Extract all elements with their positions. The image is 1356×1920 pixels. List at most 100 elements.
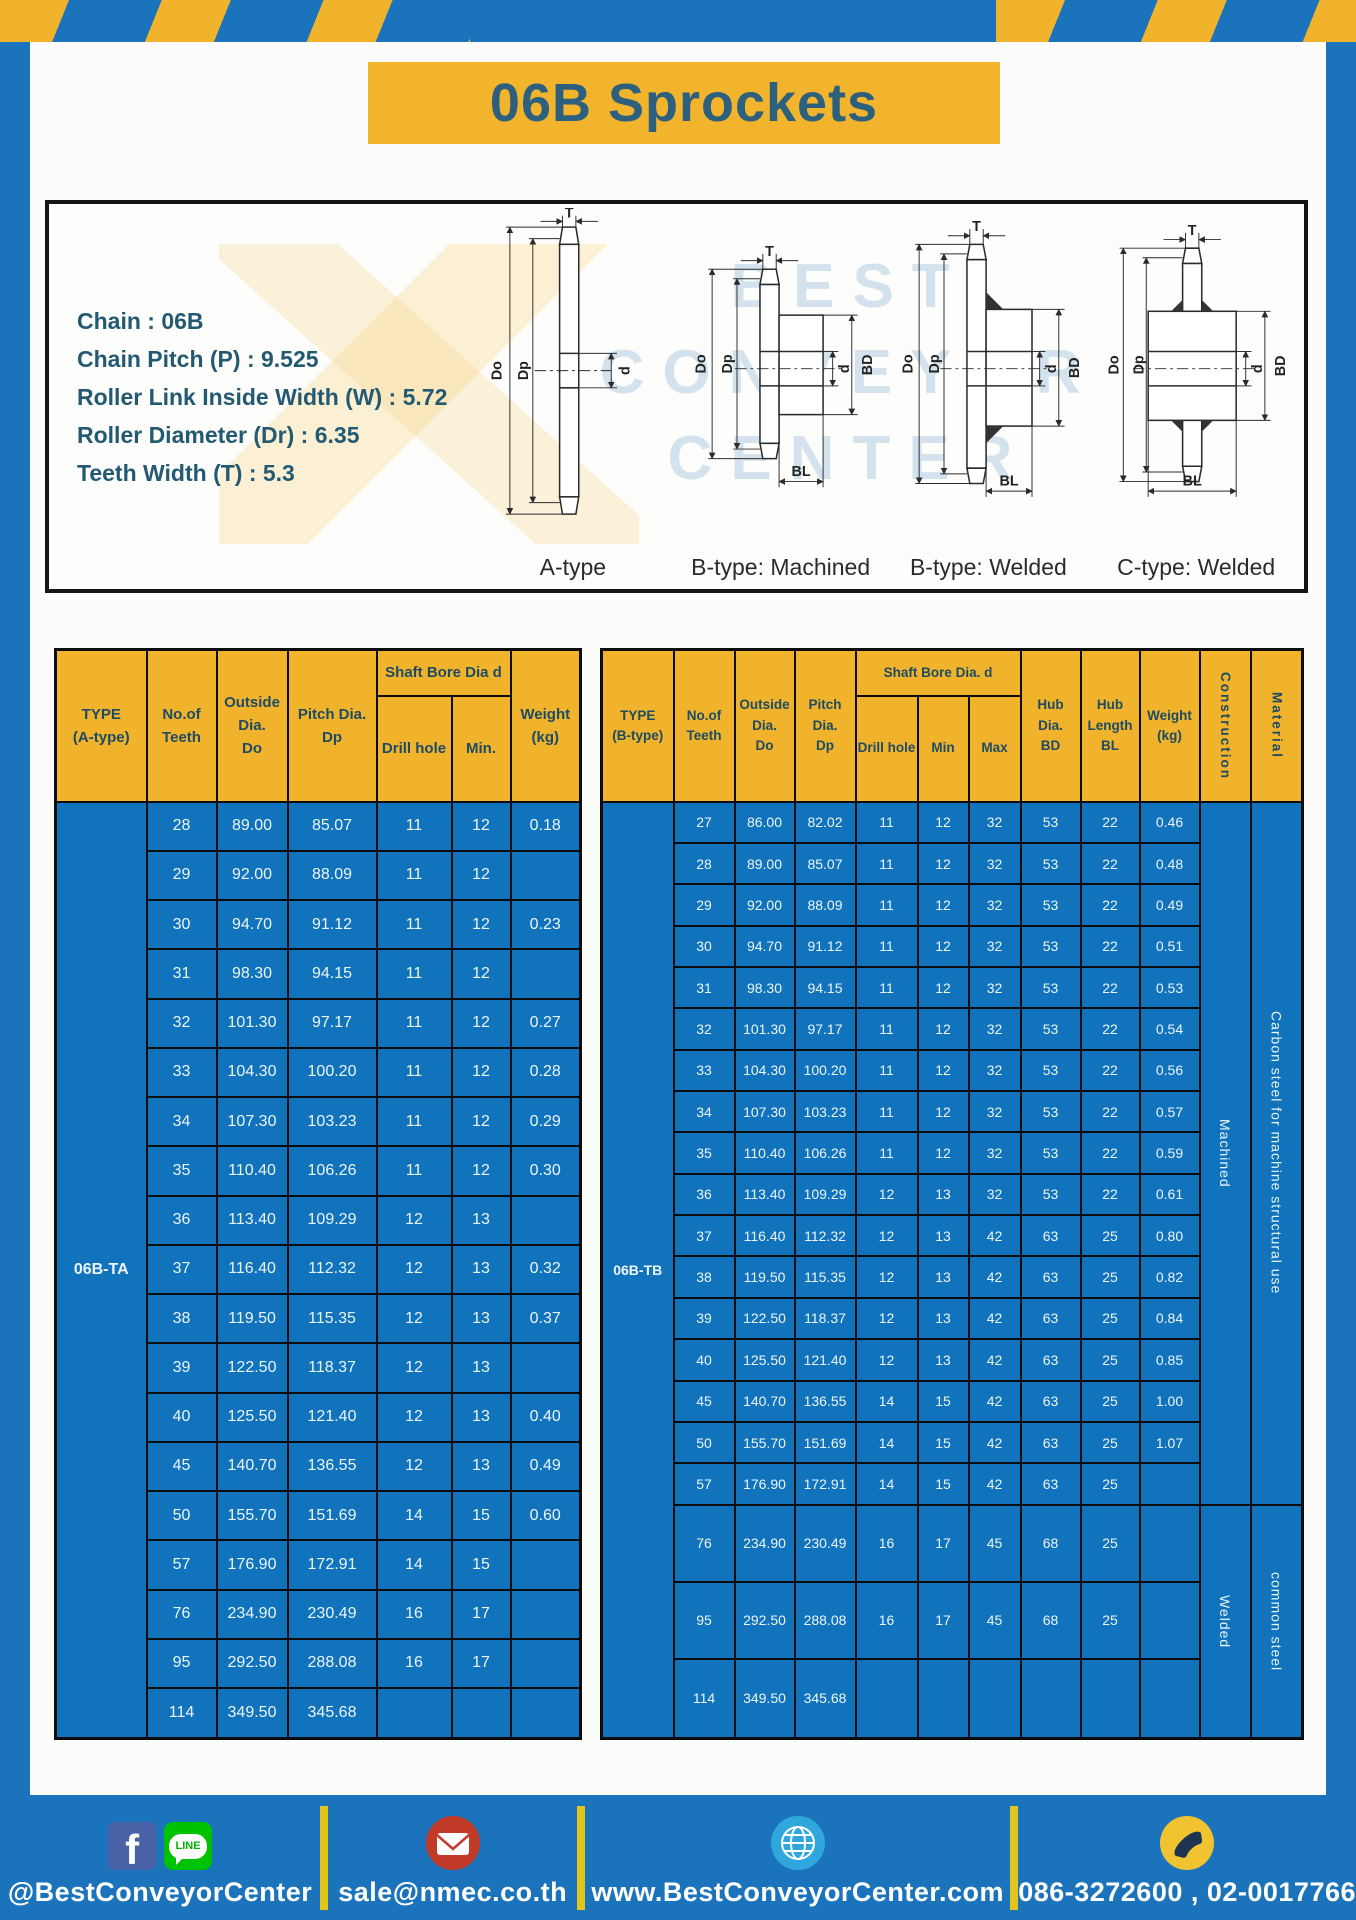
table-cell: 0.27	[509, 997, 582, 1049]
table-cell: 89.00	[733, 841, 796, 886]
col-header-hub-dia: Hub Dia. BD	[1019, 648, 1082, 803]
col-header-pitch-dia: Pitch Dia. Dp	[286, 648, 378, 803]
table-row: 32 101.30 97.17 11 12 32 53 22 0.54	[602, 1007, 1303, 1051]
footer-phone-section: 086-3272600 , 02-0017766	[1018, 1795, 1356, 1920]
table-row: 35 110.40 106.26 11 12 32 53 22 0.59	[602, 1131, 1303, 1175]
table-cell: 125.50	[733, 1338, 796, 1382]
table-cell: 230.49	[793, 1503, 857, 1583]
table-cell	[375, 1687, 453, 1740]
b-type-welded-figure: T Do Dp d BD BL B-type: Welded	[885, 208, 1093, 587]
table-cell: 107.30	[733, 1090, 796, 1134]
table-cell: 33	[672, 1048, 736, 1093]
phone-numbers: 086-3272600 , 02-0017766	[1018, 1877, 1356, 1907]
table-cell	[1079, 1657, 1141, 1740]
table-cell: 12	[854, 1338, 919, 1382]
table-row: 76 234.90 230.49 16 17 45 68 25 Welded common ste…	[602, 1503, 1304, 1740]
col-header-type: TYPE (B-type)	[600, 648, 675, 803]
table-cell: 42	[967, 1462, 1022, 1506]
table-cell	[509, 849, 582, 902]
table-cell: 22	[1079, 883, 1141, 927]
sprocket-diagrams: T Do Dp d A-type	[469, 208, 1300, 587]
table-cell: 17	[450, 1637, 512, 1690]
table-cell: 16	[375, 1637, 453, 1690]
email-address: sale@nmec.co.th	[338, 1877, 568, 1907]
table-cell: 13	[450, 1391, 512, 1443]
hazard-stripes-right	[996, 0, 1356, 42]
table-cell: 85.07	[286, 800, 378, 852]
table-row: 50 155.70 151.69 14 15 42 63 25 1.07	[602, 1420, 1303, 1465]
c-type-welded-label: C-type: Welded	[1117, 554, 1276, 580]
table-cell: 12	[916, 841, 970, 886]
table-cell: 13	[450, 1292, 512, 1345]
table-cell: 45	[967, 1580, 1022, 1660]
table-cell: 13	[916, 1338, 970, 1382]
table-cell: 89.00	[215, 800, 289, 852]
table-row: 30 94.70 91.12 11 12 32 53 22 0.51	[602, 924, 1303, 968]
dim-BD: BD	[859, 355, 875, 376]
table-row: 114 349.50 345.68	[56, 1687, 582, 1740]
table-cell: 12	[916, 1048, 970, 1093]
table-cell: 12	[450, 948, 512, 1000]
table-cell: 0.28	[509, 1046, 582, 1099]
table-cell: 22	[1079, 800, 1141, 844]
globe-icon	[770, 1816, 825, 1870]
contact-footer: f LINE @BestConveyorCenter sale@nmec.co.…	[0, 1795, 1356, 1920]
table-cell: 0.85	[1138, 1338, 1201, 1382]
table-cell: 11	[854, 1007, 919, 1051]
website-url: www.BestConveyorCenter.com	[591, 1877, 1004, 1907]
table-cell: 349.50	[215, 1687, 289, 1740]
table-cell: 37	[145, 1243, 218, 1296]
table-cell	[509, 1194, 582, 1246]
table-cell	[509, 1539, 582, 1591]
table-cell	[1138, 1462, 1201, 1506]
table-cell: 36	[672, 1172, 736, 1217]
table-row: 34 107.30 103.23 11 12 32 53 22 0.57	[602, 1090, 1303, 1134]
table-cell	[1138, 1657, 1201, 1740]
table-cell: 25	[1079, 1214, 1141, 1258]
table-cell: 176.90	[733, 1462, 796, 1506]
b-type-machined-diagram: T Do Dp d BD BL	[693, 244, 875, 488]
table-cell: 12	[450, 1145, 512, 1197]
table-cell: 68	[1019, 1580, 1082, 1660]
table-cell: 292.50	[733, 1580, 796, 1660]
table-cell: 125.50	[215, 1391, 289, 1443]
table-cell: 53	[1019, 1131, 1082, 1175]
table-cell: 11	[375, 1145, 453, 1197]
table-cell	[509, 1637, 582, 1690]
table-cell: 107.30	[215, 1095, 289, 1148]
table-cell: 94.70	[215, 898, 289, 951]
chain-specs: Chain : 06B Chain Pitch (P) : 9.525 Roll…	[77, 302, 447, 492]
table-cell: 17	[916, 1503, 970, 1583]
table-cell: 349.50	[733, 1657, 796, 1740]
table-cell: 0.18	[509, 800, 582, 852]
table-cell: 11	[375, 1095, 453, 1148]
table-cell: 0.80	[1138, 1214, 1201, 1258]
table-cell: 42	[967, 1214, 1022, 1258]
table-cell: 82.02	[793, 800, 857, 844]
table-cell: 98.30	[215, 948, 289, 1000]
table-cell: 31	[145, 948, 218, 1000]
table-cell: 118.37	[793, 1296, 857, 1341]
table-cell: 0.40	[509, 1391, 582, 1443]
table-cell: 288.08	[793, 1580, 857, 1660]
table-cell: 13	[450, 1342, 512, 1394]
table-cell	[509, 948, 582, 1000]
table-cell: 91.12	[793, 924, 857, 968]
line-icon: LINE	[164, 1822, 213, 1870]
col-header-min: Min	[916, 694, 970, 803]
table-row: 36 113.40 109.29 12 13 32 53 22 0.61	[602, 1172, 1303, 1217]
top-border	[0, 0, 1356, 42]
dim-T: T	[1188, 223, 1197, 239]
col-header-material: Material	[1249, 648, 1304, 803]
a-type-diagram: T Do Dp d	[489, 208, 633, 515]
col-header-min: Min.	[450, 694, 512, 803]
table-cell: 119.50	[215, 1292, 289, 1345]
social-handle: @BestConveyorCenter	[7, 1877, 313, 1907]
table-cell: 27	[672, 800, 736, 844]
facebook-icon: f	[108, 1822, 157, 1870]
dim-BL: BL	[1000, 473, 1019, 489]
spec-teeth-width: Teeth Width (T) : 5.3	[77, 460, 295, 486]
spec-roller-diameter: Roller Diameter (Dr) : 6.35	[77, 422, 360, 448]
table-row: 33 104.30 100.20 11 12 0.28	[56, 1046, 582, 1099]
table-cell: 57	[672, 1462, 736, 1506]
